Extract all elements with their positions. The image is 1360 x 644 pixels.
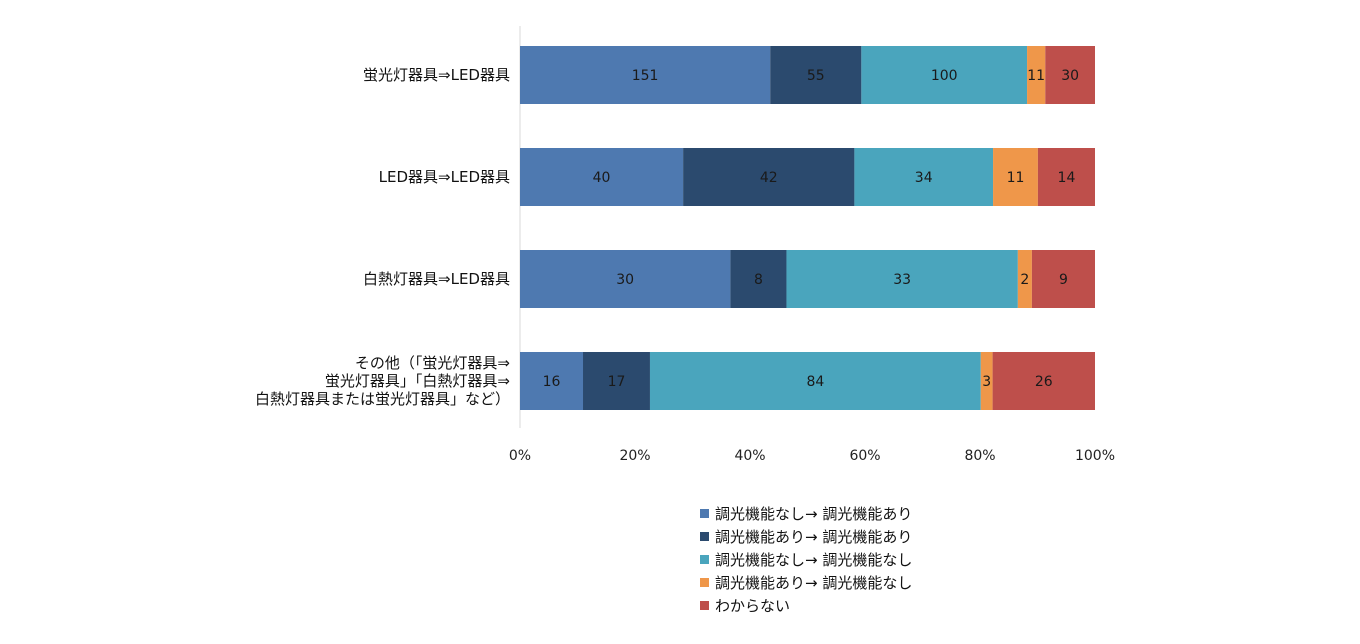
bar-segment bbox=[992, 352, 1095, 410]
data-label: 9 bbox=[1059, 272, 1068, 288]
data-label: 3 bbox=[982, 374, 991, 390]
legend-label: わからない bbox=[715, 597, 791, 615]
data-label: 30 bbox=[1061, 68, 1079, 84]
legend-item: 調光機能なし→ 調光機能なし bbox=[700, 548, 912, 571]
x-tick-label: 80% bbox=[964, 448, 995, 464]
bar-segment bbox=[520, 250, 731, 308]
category-label: 白熱灯器具⇒LED器具 bbox=[363, 270, 510, 288]
category-label: 蛍光灯器具⇒LED器具 bbox=[363, 66, 510, 84]
bar-segment bbox=[854, 148, 994, 206]
data-label: 55 bbox=[807, 68, 825, 84]
bar-segment bbox=[1017, 250, 1032, 308]
data-label: 11 bbox=[1027, 68, 1045, 84]
legend-label: 調光機能なし→ 調光機能あり bbox=[715, 505, 913, 523]
data-label: 40 bbox=[593, 170, 611, 186]
data-label: 33 bbox=[893, 272, 911, 288]
x-tick-label: 40% bbox=[734, 448, 765, 464]
bar-segment bbox=[1031, 250, 1095, 308]
x-tick-label: 60% bbox=[849, 448, 880, 464]
bar-segment bbox=[520, 148, 684, 206]
data-label: 42 bbox=[760, 170, 778, 186]
category-label: LED器具⇒LED器具 bbox=[379, 168, 510, 186]
bar-segment bbox=[683, 148, 855, 206]
bar-segment bbox=[980, 352, 993, 410]
legend-swatch bbox=[700, 578, 709, 587]
bars-group: 151 55 100 11 30 40 42 34 11 14 30 8 33 2 9 16 17 84 3 26 bbox=[520, 46, 1095, 410]
category-label: その他（「蛍光灯器具⇒ bbox=[355, 354, 510, 372]
x-tick-label: 0% bbox=[509, 448, 531, 464]
bar-segment bbox=[1027, 46, 1046, 104]
legend-swatch bbox=[700, 555, 709, 564]
data-label: 30 bbox=[616, 272, 634, 288]
x-tick-labels: 0% 20% 40% 60% 80% 100% bbox=[509, 448, 1115, 464]
data-label: 34 bbox=[915, 170, 933, 186]
data-label: 16 bbox=[543, 374, 561, 390]
bar-segment bbox=[649, 352, 981, 410]
legend-swatch bbox=[700, 509, 709, 518]
data-label: 2 bbox=[1020, 272, 1029, 288]
legend-swatch bbox=[700, 601, 709, 610]
data-label: 151 bbox=[632, 68, 659, 84]
category-labels: 蛍光灯器具⇒LED器具 LED器具⇒LED器具白熱灯器具⇒LED器具その他（「蛍光… bbox=[255, 66, 510, 408]
legend-item: 調光機能あり→ 調光機能なし bbox=[700, 571, 912, 594]
bar-segment bbox=[861, 46, 1028, 104]
bar-segment bbox=[520, 352, 584, 410]
legend-item: 調光機能なし→ 調光機能あり bbox=[700, 502, 912, 525]
bar-segment bbox=[1037, 148, 1095, 206]
x-tick-label: 20% bbox=[619, 448, 650, 464]
bar-segment bbox=[520, 46, 771, 104]
data-label: 84 bbox=[806, 374, 824, 390]
x-tick-label: 100% bbox=[1075, 448, 1115, 464]
data-label: 26 bbox=[1035, 374, 1053, 390]
bar-segment bbox=[786, 250, 1018, 308]
bar-segment bbox=[993, 148, 1038, 206]
bar-segment bbox=[583, 352, 650, 410]
bar-segment bbox=[770, 46, 862, 104]
data-label: 14 bbox=[1058, 170, 1076, 186]
data-label: 11 bbox=[1007, 170, 1025, 186]
data-label: 8 bbox=[754, 272, 763, 288]
legend-item: 調光機能あり→ 調光機能あり bbox=[700, 525, 912, 548]
legend: 調光機能なし→ 調光機能あり 調光機能あり→ 調光機能あり 調光機能なし→ 調光機能… bbox=[700, 502, 912, 617]
bar-segment bbox=[730, 250, 787, 308]
bar-segment bbox=[1045, 46, 1095, 104]
legend-item: わからない bbox=[700, 594, 912, 617]
legend-label: 調光機能あり→ 調光機能なし bbox=[715, 574, 913, 592]
legend-label: 調光機能あり→ 調光機能あり bbox=[715, 528, 913, 546]
data-label: 100 bbox=[931, 68, 958, 84]
legend-swatch bbox=[700, 532, 709, 541]
legend-label: 調光機能なし→ 調光機能なし bbox=[715, 551, 913, 569]
data-label: 17 bbox=[608, 374, 626, 390]
category-label: 蛍光灯器具」「白熱灯器具⇒ bbox=[325, 372, 510, 390]
category-label: 白熱灯器具または蛍光灯器具」など） bbox=[255, 390, 510, 408]
